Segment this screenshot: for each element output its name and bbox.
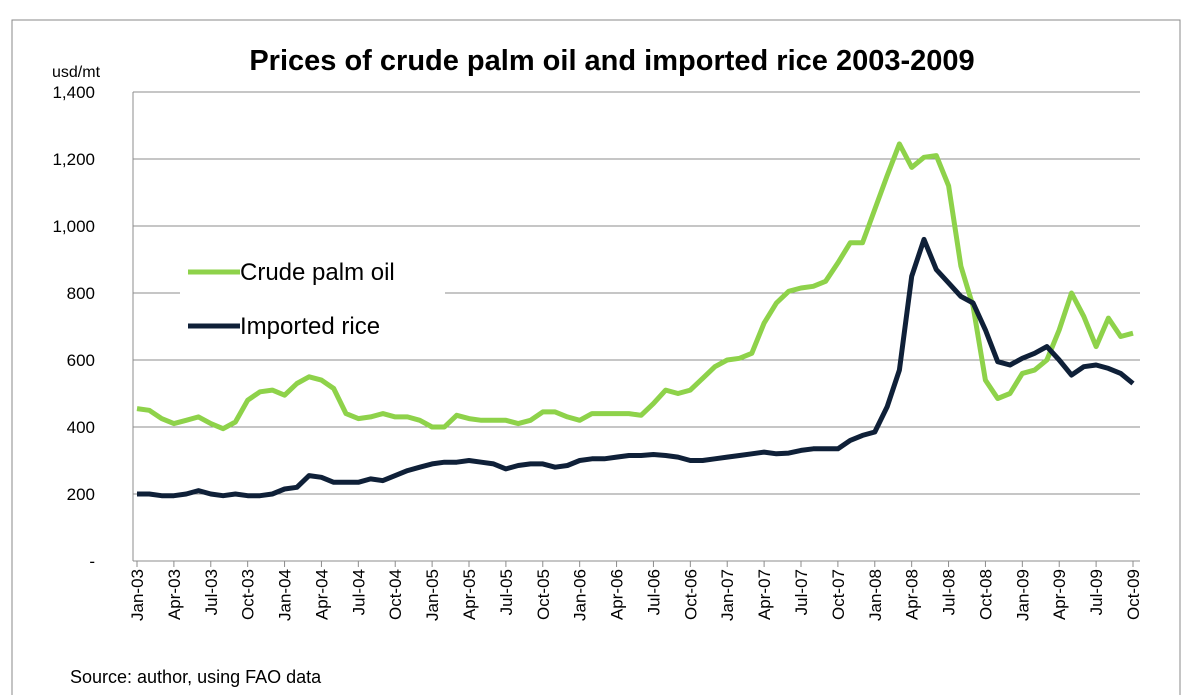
x-tick-label: Jan-05 (423, 569, 442, 621)
y-tick-label: 200 (67, 485, 95, 504)
frame (11, 19, 1181, 700)
y-tick-label: 1,200 (52, 150, 95, 169)
x-tick-label: Apr-06 (608, 569, 627, 620)
y-tick-label: 1,000 (52, 217, 95, 236)
y-tick-label: 1,400 (52, 83, 95, 102)
x-tick-label: Oct-03 (239, 569, 258, 620)
x-tick-label: Jul-07 (792, 569, 811, 615)
x-tick-label: Jan-03 (128, 569, 147, 621)
legend-label: Imported rice (240, 313, 380, 340)
legend-label: Crude palm oil (240, 259, 395, 286)
x-tick-label: Apr-04 (312, 569, 331, 620)
y-tick-label: - (89, 552, 95, 571)
x-tick-label: Apr-08 (903, 569, 922, 620)
x-tick-label: Oct-06 (681, 569, 700, 620)
y-tick-label: 400 (67, 418, 95, 437)
x-tick-label: Jul-05 (497, 569, 516, 615)
x-tick-label: Jan-06 (571, 569, 590, 621)
x-tick-label: Oct-05 (534, 569, 553, 620)
x-tick-label: Apr-05 (460, 569, 479, 620)
x-tick-label: Oct-04 (386, 569, 405, 620)
chart-title: Prices of crude palm oil and imported ri… (249, 45, 974, 77)
x-tick-label: Jan-09 (1013, 569, 1032, 621)
legend-box (180, 248, 445, 348)
x-tick-label: Jul-09 (1087, 569, 1106, 615)
series-line (137, 236, 1135, 499)
y-tick-label: 600 (67, 351, 95, 370)
x-tick-label: Oct-08 (976, 569, 995, 620)
x-tick-label: Jul-08 (940, 569, 959, 615)
x-tick-label: Oct-07 (829, 569, 848, 620)
series-line (136, 141, 1134, 432)
x-tick-label: Jan-08 (866, 569, 885, 621)
x-tick-label: Jul-04 (349, 569, 368, 615)
x-tick-label: Jan-04 (276, 569, 295, 621)
x-tick-label: Jul-03 (202, 569, 221, 615)
x-tick-label: Jul-06 (644, 569, 663, 615)
x-tick-label: Oct-09 (1124, 569, 1143, 620)
x-tick-label: Jan-07 (718, 569, 737, 621)
x-tick-label: Apr-09 (1050, 569, 1069, 620)
source: Source: author, using FAO data (70, 667, 322, 687)
x-tick-label: Apr-07 (755, 569, 774, 620)
x-tick-label: Apr-03 (165, 569, 184, 620)
y-axis-label: usd/mt (52, 64, 101, 81)
y-tick-label: 800 (67, 284, 95, 303)
